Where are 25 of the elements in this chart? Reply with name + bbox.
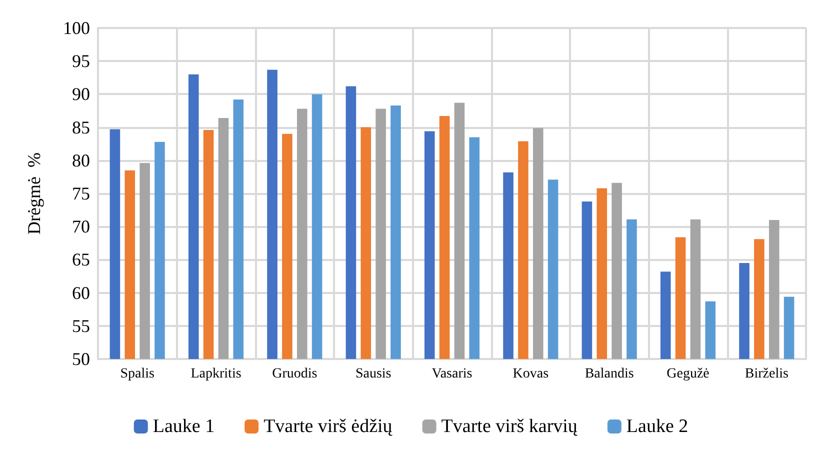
y-tick-label: 75 — [72, 184, 90, 204]
x-tick-label: Balandis — [584, 366, 634, 382]
y-tick-label: 90 — [72, 84, 90, 104]
y-tick-label: 55 — [72, 316, 90, 336]
y-axis-title: Drėgmė % — [24, 152, 44, 234]
y-tick-label: 80 — [72, 150, 90, 170]
y-tick-label: 100 — [63, 18, 90, 38]
y-tick-label: 95 — [72, 51, 90, 72]
y-tick-label: 60 — [72, 282, 90, 303]
legend-label: Tvarte virš ėdžių — [264, 416, 393, 437]
y-tick-label: 70 — [72, 216, 90, 237]
y-tick-label: 85 — [72, 117, 90, 138]
x-tick-label: Lapkritis — [190, 366, 242, 382]
x-tick-label: Gruodis — [272, 366, 318, 382]
x-tick-label: Spalis — [120, 366, 154, 382]
legend-label: Tvarte virš karvių — [441, 416, 578, 437]
legend-label: Lauke 1 — [152, 416, 215, 437]
x-tick-label: Gegužė — [666, 366, 710, 382]
x-tick-label: Sausis — [355, 366, 392, 382]
legend-label: Lauke 2 — [626, 416, 688, 437]
x-tick-label: Birželis — [744, 366, 788, 382]
y-tick-label: 65 — [72, 250, 90, 270]
x-tick-label: Kovas — [512, 366, 549, 382]
y-tick-label: 50 — [72, 349, 90, 369]
x-tick-label: Vasaris — [432, 366, 472, 382]
